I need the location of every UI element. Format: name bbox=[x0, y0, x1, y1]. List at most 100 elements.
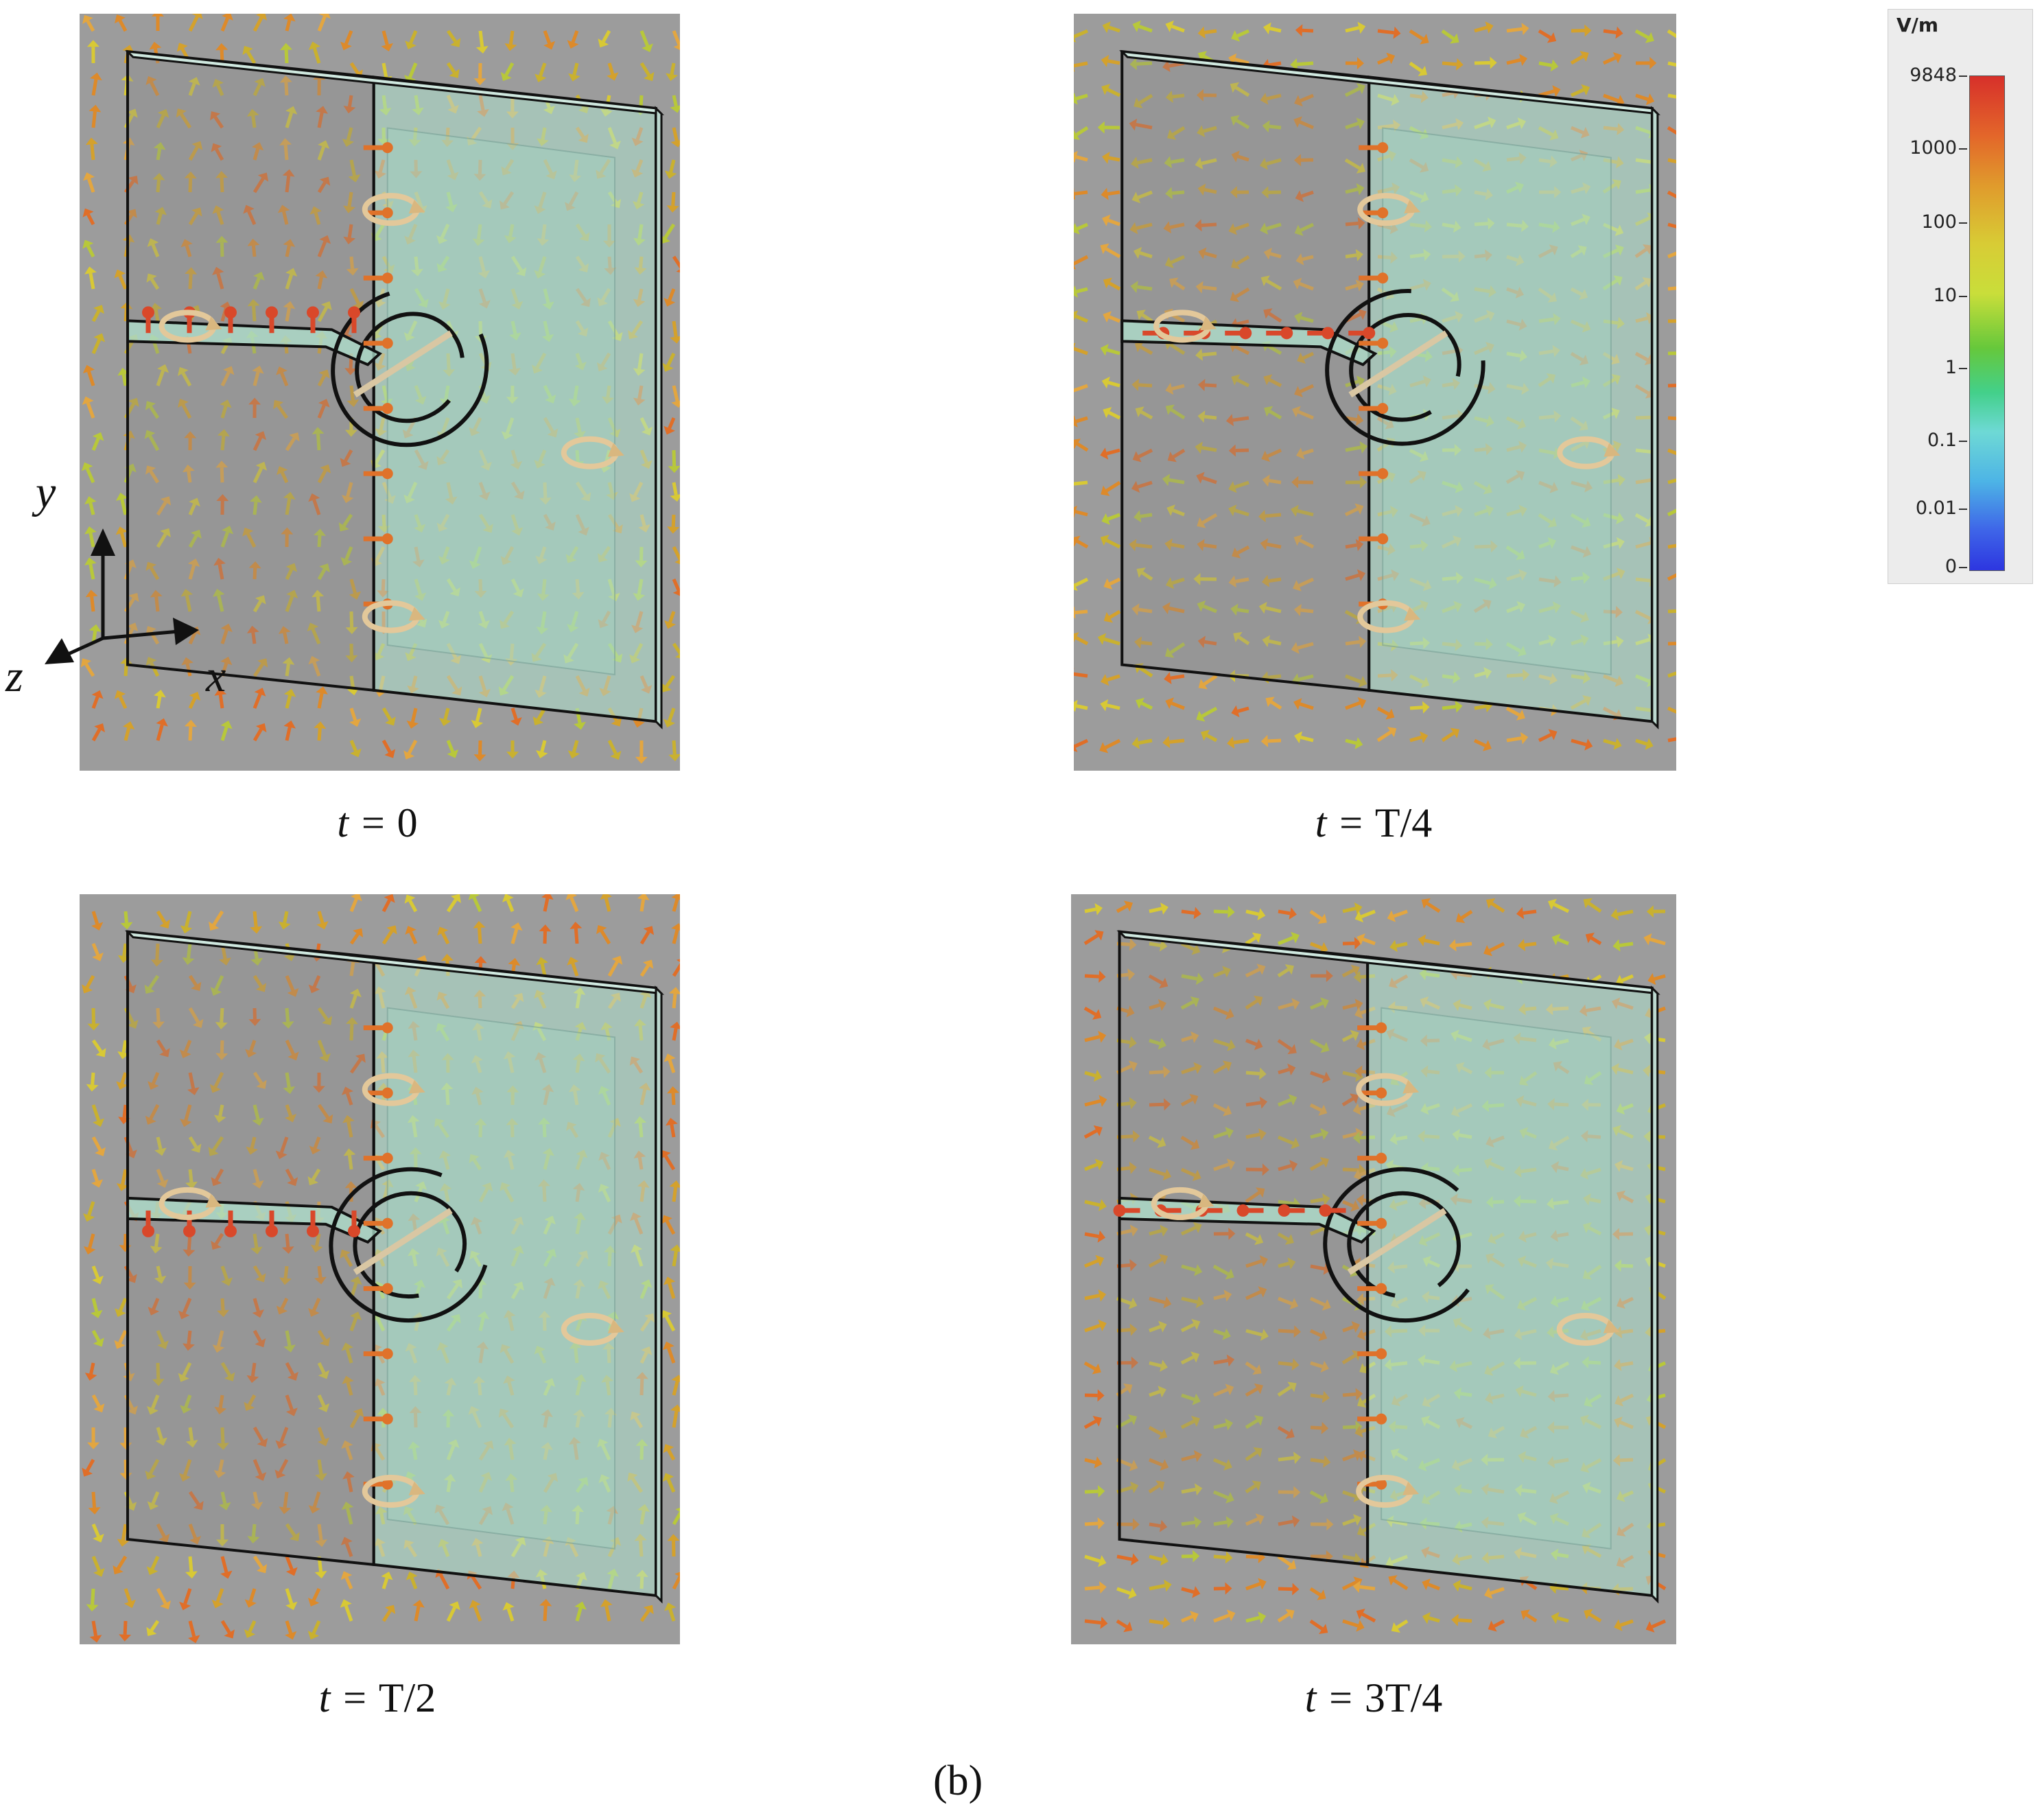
field-arrow-shaft bbox=[1235, 86, 1250, 97]
field-arrow-head-icon bbox=[1391, 1622, 1401, 1633]
field-arrow-shaft bbox=[1344, 507, 1359, 517]
field-arrow-head-icon bbox=[674, 559, 680, 565]
caption-t-three-quarter: t = 3T/4 bbox=[1072, 1675, 1676, 1722]
field-arrow-shaft bbox=[246, 51, 257, 65]
field-arrow-shaft bbox=[1268, 61, 1282, 67]
field-arrow-head-icon bbox=[182, 465, 195, 473]
field-arrow-shaft bbox=[1302, 28, 1314, 33]
field-arrow-head-icon bbox=[1228, 504, 1237, 517]
y-axis-arrow-icon bbox=[91, 528, 115, 556]
field-arrow-head-icon bbox=[345, 1017, 358, 1025]
ground-plane bbox=[1118, 930, 1370, 1567]
field-arrow-shaft bbox=[1302, 448, 1314, 456]
field-arrow-head-icon bbox=[574, 721, 586, 730]
field-arrow-head-icon bbox=[1645, 32, 1654, 43]
field-arrow-shaft bbox=[1074, 384, 1088, 393]
field-arrow-head-icon bbox=[1612, 51, 1622, 64]
field-arrow-head-icon bbox=[287, 988, 299, 997]
field-arrow-head-icon bbox=[84, 526, 97, 535]
field-arrow-head-icon bbox=[1225, 1268, 1234, 1280]
field-arrow-shaft bbox=[1298, 577, 1315, 587]
field-arrow-shaft bbox=[1667, 126, 1676, 135]
field-arrow-head-icon bbox=[506, 751, 519, 759]
field-arrow-head-icon bbox=[309, 1145, 321, 1155]
field-arrow-shaft bbox=[220, 1491, 227, 1504]
field-arrow-shaft bbox=[1084, 1163, 1098, 1171]
field-arrow-head-icon bbox=[315, 270, 328, 279]
field-arrow-shaft bbox=[1667, 251, 1676, 259]
field-arrow-shaft bbox=[349, 385, 355, 401]
strong-arrow-head-icon bbox=[381, 1022, 393, 1034]
field-arrow-shaft bbox=[1570, 54, 1584, 65]
field-arrow-head-icon bbox=[1136, 697, 1144, 709]
field-arrow-head-icon bbox=[187, 558, 200, 567]
field-arrow-shaft bbox=[1269, 478, 1282, 485]
field-arrow-shaft bbox=[1310, 1393, 1324, 1399]
field-arrow-head-icon bbox=[1098, 1319, 1107, 1331]
field-arrow-head-icon bbox=[600, 1599, 613, 1607]
field-arrow-head-icon bbox=[145, 1115, 156, 1125]
field-arrow-head-icon bbox=[1074, 505, 1077, 518]
field-arrow-head-icon bbox=[283, 239, 296, 247]
field-arrow-head-icon bbox=[1101, 376, 1110, 389]
field-arrow-head-icon bbox=[1585, 932, 1595, 944]
field-arrow-head-icon bbox=[1223, 1290, 1232, 1302]
field-arrow-head-icon bbox=[543, 40, 556, 50]
field-arrow-shaft bbox=[1309, 1296, 1326, 1307]
field-arrow-head-icon bbox=[1094, 1456, 1103, 1469]
field-arrow-shaft bbox=[252, 467, 263, 484]
field-arrow-shaft bbox=[124, 1588, 132, 1602]
field-arrow-head-icon bbox=[1289, 1159, 1298, 1172]
field-arrow-shaft bbox=[156, 910, 167, 924]
field-arrow-shaft bbox=[285, 1620, 293, 1634]
field-arrow-shaft bbox=[1309, 1160, 1324, 1171]
field-arrow-head-icon bbox=[1355, 1388, 1363, 1401]
field-arrow-shaft bbox=[84, 663, 95, 677]
field-arrow-shaft bbox=[672, 1410, 679, 1428]
field-arrow-shaft bbox=[1310, 1458, 1324, 1464]
field-arrow-head-icon bbox=[216, 494, 229, 502]
field-arrow-head-icon bbox=[1192, 1586, 1201, 1598]
field-arrow-head-icon bbox=[1422, 1611, 1431, 1624]
field-arrow-head-icon bbox=[250, 1502, 263, 1510]
figure-label: (b) bbox=[933, 1758, 983, 1804]
field-arrow-head-icon bbox=[159, 1048, 170, 1058]
field-arrow-head-icon bbox=[191, 207, 202, 217]
field-arrow-head-icon bbox=[1160, 1224, 1168, 1237]
field-arrow-shaft bbox=[220, 629, 228, 644]
field-arrow-shaft bbox=[409, 30, 418, 44]
field-arrow-shaft bbox=[1310, 942, 1323, 950]
field-arrow-shaft bbox=[1139, 666, 1153, 678]
field-arrow-head-icon bbox=[149, 41, 162, 50]
field-arrow-head-icon bbox=[255, 1472, 267, 1481]
field-arrow-head-icon bbox=[91, 1309, 103, 1318]
field-arrow-shaft bbox=[188, 15, 199, 32]
field-arrow-shaft bbox=[1278, 935, 1294, 946]
field-arrow-head-icon bbox=[1128, 1060, 1138, 1072]
field-arrow-shaft bbox=[149, 1458, 160, 1475]
field-arrow-shaft bbox=[1309, 1038, 1325, 1049]
field-arrow-shaft bbox=[1076, 287, 1088, 294]
field-arrow-shaft bbox=[285, 568, 294, 581]
legend-tick-label: 10 bbox=[1933, 285, 1957, 306]
field-arrow-shaft bbox=[1083, 1006, 1096, 1016]
field-arrow-head-icon bbox=[315, 1473, 327, 1481]
field-arrow-shaft bbox=[188, 975, 198, 986]
field-arrow-head-icon bbox=[128, 397, 139, 407]
field-arrow-shaft bbox=[214, 975, 224, 990]
field-arrow-shaft bbox=[89, 1362, 95, 1375]
field-arrow-shaft bbox=[156, 1427, 163, 1440]
field-arrow-head-icon bbox=[1387, 727, 1397, 738]
field-arrow-head-icon bbox=[1100, 1616, 1108, 1629]
rotation-arrow-head-icon bbox=[205, 1193, 222, 1208]
field-arrow-shaft bbox=[1525, 1613, 1538, 1623]
field-arrow-shaft bbox=[1149, 1554, 1162, 1562]
field-arrow-shaft bbox=[1570, 88, 1584, 97]
field-arrow-head-icon bbox=[340, 458, 351, 467]
field-arrow-shaft bbox=[180, 113, 192, 129]
field-arrow-head-icon bbox=[1294, 95, 1303, 107]
field-arrow-head-icon bbox=[1135, 406, 1144, 417]
field-arrow-head-icon bbox=[1197, 600, 1206, 612]
field-arrow-head-icon bbox=[1295, 253, 1304, 266]
field-arrow-head-icon bbox=[1101, 513, 1110, 525]
